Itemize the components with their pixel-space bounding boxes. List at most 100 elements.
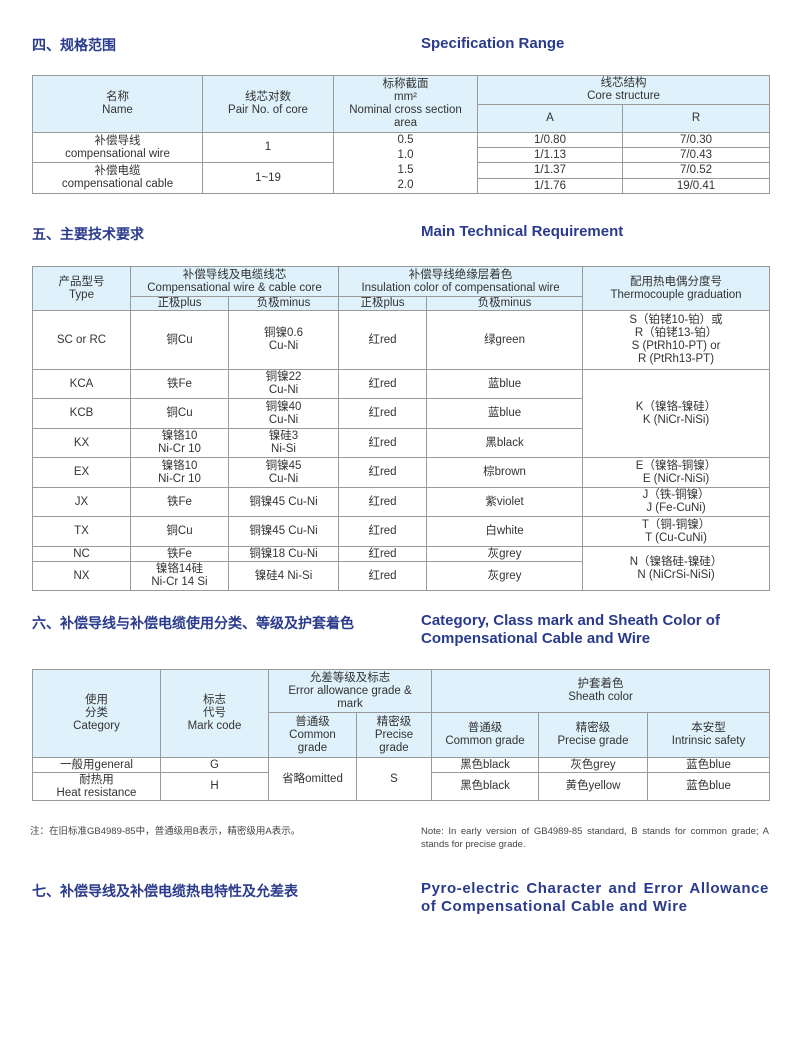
category-cell: 耐热用 Heat resistance [32,772,161,801]
header-sh-common: 普通级 Common grade [431,712,539,758]
header-core-structure: 线芯结构 Core structure [476,75,771,105]
header-pairs: 线芯对数 Pair No. of core [202,75,334,133]
type-cell: KX [32,428,131,458]
a-cell: 1/1.13 [477,147,623,163]
area-cell: 0.5 1.0 1.5 2.0 [333,132,478,194]
core-plus-cell: 铁Fe [130,487,229,517]
core-plus-cell: 铁Fe [130,369,229,399]
header-r: R [621,104,771,133]
header-sheath: 护套着色 Sheath color [430,669,771,713]
header-sh-intrinsic: 本安型 Intrinsic safety [646,712,771,758]
category-table: 使用 分类 Category 标志 代号 Mark code 允差等级及标志 E… [32,669,771,801]
header-a: A [477,104,623,133]
table-row: EX 镍铬10 Ni-Cr 10 铜镍45 Cu-Ni 红red 棕brown E（镍铬-… [32,457,771,488]
core-plus-cell: 镍铬10 Ni-Cr 10 [130,457,229,488]
section-6-title-cn: 六、补偿导线与补偿电缆使用分类、等级及护套着色 [32,616,354,632]
core-minus-cell: 铜镍22 Cu-Ni [227,369,340,399]
r-cell: 7/0.43 [621,147,771,163]
core-plus-cell: 镍铬10 Ni-Cr 10 [130,428,229,458]
section-7-title-en: Pyro-electric Character and Error Allowa… [421,880,769,915]
pairs-cell: 1~19 [202,162,334,194]
ins-minus-cell: 黑black [426,428,584,458]
header-mark: 标志 代号 Mark code [160,669,269,758]
mark-cell: H [160,772,269,801]
graduation-cell: E（镍铬-铜镍） E (NiCr-NiSi) [582,457,771,488]
ins-plus-cell: 红red [338,516,428,547]
ins-minus-cell: 灰grey [426,561,584,591]
core-plus-cell: 铜Cu [130,516,229,547]
ins-plus-cell: 红red [338,428,428,458]
name-cell: 补偿电缆 compensational cable [32,162,203,194]
table-row: TX 铜Cu 铜镍45 Cu-Ni 红red 白white T（铜-铜镍） T (Cu-C… [32,516,771,547]
type-cell: JX [32,487,131,517]
name-cell: 补偿导线 compensational wire [32,132,203,163]
r-cell: 7/0.52 [621,162,771,179]
sh-precise-cell: 黄色yellow [538,772,648,801]
core-plus-cell: 镍铬14硅 Ni-Cr 14 Si [130,561,229,591]
category-cell: 一般用general [32,757,161,773]
sh-common-cell: 黑色black [431,757,539,773]
graduation-cell: K（镍铬-镍硅） K (NiCr-NiSi) [582,369,771,458]
header-category: 使用 分类 Category [32,669,161,758]
header-type: 产品型号 Type [32,266,131,311]
core-minus-cell: 铜镍45 Cu-Ni [227,457,340,488]
ins-minus-cell: 灰grey [426,546,584,562]
core-plus-cell: 铜Cu [130,398,229,429]
core-minus-cell: 镍硅3 Ni-Si [227,428,340,458]
ins-plus-cell: 红red [338,487,428,517]
type-cell: NC [32,546,131,562]
type-cell: SC or RC [32,310,131,370]
section-5-title-cn: 五、主要技术要求 [32,227,144,243]
core-plus-cell: 铁Fe [130,546,229,562]
mark-cell: G [160,757,269,773]
a-cell: 1/1.37 [477,162,623,179]
type-cell: TX [32,516,131,547]
a-cell: 1/1.76 [477,178,623,194]
section-5-title-en: Main Technical Requirement [421,223,624,240]
ins-plus-cell: 红red [338,310,428,370]
header-area: 标称截面 mm² Nominal cross section area [333,75,478,133]
ins-plus-cell: 红red [338,369,428,399]
table-row: JX 铁Fe 铜镍45 Cu-Ni 红red 紫violet J（铁-铜镍） J (Fe-… [32,487,771,517]
core-minus-cell: 铜镍45 Cu-Ni [227,516,340,547]
core-minus-cell: 铜镍18 Cu-Ni [227,546,340,562]
a-cell: 1/0.80 [477,132,623,148]
ins-plus-cell: 红red [338,398,428,429]
header-name: 名称 Name [32,75,203,133]
section-4-title-en: Specification Range [421,35,565,52]
header-core-minus: 负极minus [227,296,340,311]
header-core-plus: 正极plus [130,296,229,311]
sh-intrinsic-cell: 蓝色blue [646,772,771,801]
ins-minus-cell: 白white [426,516,584,547]
core-minus-cell: 铜镍45 Cu-Ni [227,487,340,517]
header-graduation: 配用热电偶分度号 Thermocouple graduation [582,266,771,311]
ins-minus-cell: 绿green [426,310,584,370]
table-row: SC or RC 铜Cu 铜镍0.6 Cu-Ni 红red 绿green S（铂铑10-铂… [32,310,771,370]
ins-plus-cell: 红red [338,546,428,562]
ins-plus-cell: 红red [338,457,428,488]
graduation-cell: J（铁-铜镍） J (Fe-CuNi) [582,487,771,517]
table-row: NX 镍铬14硅 Ni-Cr 14 Si 镍硅4 Ni-Si 红red 灰grey [32,561,770,591]
sh-precise-cell: 灰色grey [538,757,648,773]
header-error: 允差等级及标志 Error allowance grade & mark [268,669,432,713]
type-cell: NX [32,561,131,591]
core-minus-cell: 铜镍40 Cu-Ni [227,398,340,429]
type-cell: KCB [32,398,131,429]
table-row: KCA 铁Fe 铜镍22 Cu-Ni 红red 蓝blue K（镍铬-镍硅） K (NiC… [32,369,771,458]
header-sh-precise: 精密级 Precise grade [538,712,648,758]
type-cell: KCA [32,369,131,399]
header-core: 补偿导线及电缆线芯 Compensational wire & cable co… [129,266,340,297]
core-minus-cell: 铜镍0.6 Cu-Ni [227,310,340,370]
table-row: NC 铁Fe 铜镍18 Cu-Ni 红red 灰grey N（镍铬硅-镍硅） N (NiC… [32,546,771,591]
core-minus-cell: 镍硅4 Ni-Si [227,561,340,591]
ins-minus-cell: 棕brown [426,457,584,488]
technical-requirement-table: 产品型号 Type 补偿导线及电缆线芯 Compensational wire … [32,266,771,591]
header-err-common: 普通级 Common grade [268,712,357,758]
note-cn: 注：在旧标准GB4989-85中，普通级用B表示，精密级用A表示。 [30,826,301,837]
note-en: Note: In early version of GB4989-85 stan… [421,826,769,850]
section-7-title-cn: 七、补偿导线及补偿电缆热电特性及允差表 [32,884,298,900]
ins-minus-cell: 蓝blue [426,369,584,399]
header-err-precise: 精密级 Precise grade [356,712,432,758]
section-6-title-en: Category, Class mark and Sheath Color of… [421,612,720,647]
